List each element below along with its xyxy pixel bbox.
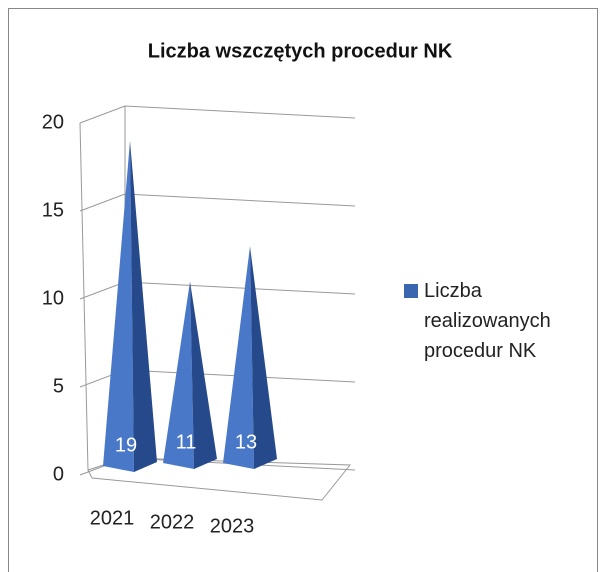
- legend: Liczba realizowanych procedur NK: [404, 276, 574, 366]
- y-tick-label: 20: [42, 111, 64, 133]
- pyramid-right-face: [130, 140, 157, 472]
- y-tick-label: 0: [53, 463, 64, 485]
- pyramid-left-face: [163, 281, 194, 469]
- y-tick-label: 5: [53, 375, 64, 397]
- chart-border: [8, 8, 598, 572]
- x-tick-label: 2023: [210, 515, 255, 537]
- grid-line: [79, 105, 356, 124]
- legend-label: Liczba realizowanych procedur NK: [424, 280, 551, 362]
- pyramid: [223, 246, 277, 469]
- pyramid-left-face: [223, 246, 254, 469]
- y-tick-label: 15: [42, 199, 64, 221]
- data-label: 13: [235, 431, 257, 453]
- data-label: 19: [115, 434, 137, 456]
- axis-wall-edge: [79, 122, 89, 471]
- grid-line: [79, 193, 356, 212]
- x-tick-label: 2021: [90, 507, 135, 529]
- x-tick-label: 2022: [150, 511, 195, 533]
- chart-title: Liczba wszczętych procedur NK: [148, 40, 453, 62]
- pyramid-left-face: [103, 140, 134, 472]
- pyramid-right-face: [250, 246, 277, 469]
- pyramid: [163, 281, 217, 469]
- y-tick-label: 10: [42, 287, 64, 309]
- pyramid: [103, 140, 157, 472]
- data-label: 11: [176, 431, 197, 453]
- pyramid-right-face: [190, 281, 217, 469]
- legend-swatch: [404, 284, 418, 298]
